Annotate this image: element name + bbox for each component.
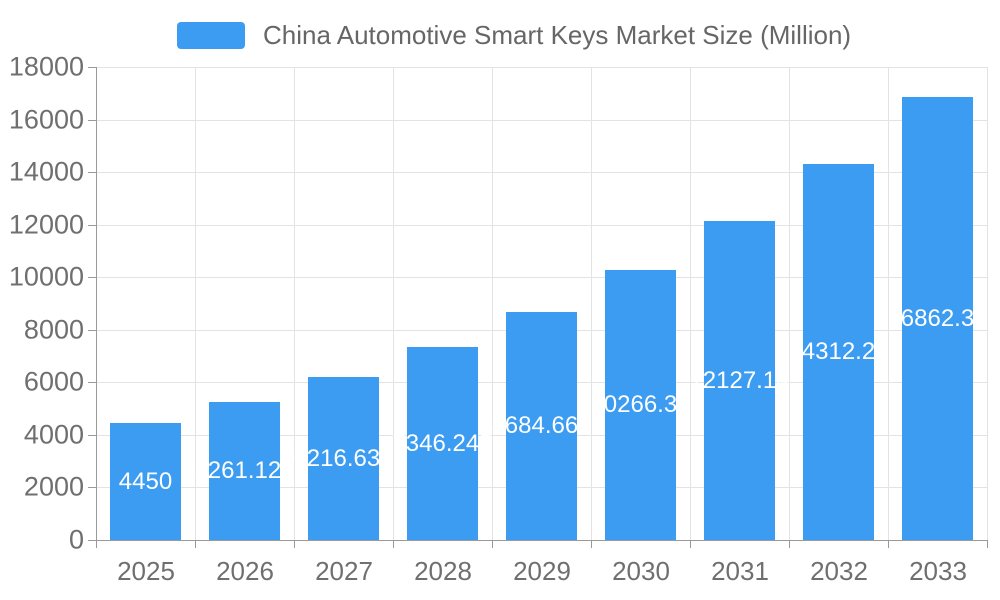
y-axis-label: 6000 <box>23 366 84 397</box>
y-axis-tick <box>88 225 96 226</box>
bar-2029[interactable]: 8684.665 <box>491 312 592 540</box>
y-axis-tick <box>88 120 96 121</box>
y-axis-tick <box>88 277 96 278</box>
legend-item[interactable]: China Automotive Smart Keys Market Size … <box>177 20 851 51</box>
bar-value-label: 5261.125 <box>194 457 295 484</box>
x-axis-label: 2031 <box>711 556 769 586</box>
y-axis-tick <box>88 540 96 541</box>
y-axis-tick <box>88 382 96 383</box>
x-gridline <box>690 67 691 540</box>
y-axis-label: 8000 <box>23 314 84 345</box>
x-axis-label: 2026 <box>216 556 274 586</box>
x-gridline <box>393 67 394 540</box>
x-gridline <box>888 67 889 540</box>
y-axis-label: 0 <box>68 524 84 555</box>
x-axis-label: 2029 <box>513 556 571 586</box>
y-axis-tick <box>88 330 96 331</box>
x-axis-label: 2033 <box>909 556 967 586</box>
bar-value-label: 12127.14 <box>689 366 790 394</box>
x-axis-tick <box>690 540 691 548</box>
bar-2027[interactable]: 6216.635 <box>293 377 394 540</box>
bar-value-label: 16862.35 <box>887 304 988 332</box>
x-gridline <box>294 67 295 540</box>
y-axis-label: 18000 <box>8 51 84 82</box>
y-axis-label: 14000 <box>8 156 84 187</box>
bar-2031[interactable]: 12127.14 <box>689 221 790 540</box>
y-axis-label: 2000 <box>23 471 84 502</box>
legend-label: China Automotive Smart Keys Market Size … <box>263 20 852 50</box>
y-gridline <box>96 120 987 121</box>
x-axis-label: 2027 <box>315 556 373 586</box>
y-axis-label: 4000 <box>23 419 84 450</box>
x-axis-tick <box>591 540 592 548</box>
bar-value-label: 10266.33 <box>590 391 691 418</box>
bar-value-label: 4450 <box>118 467 173 495</box>
x-axis-tick <box>195 540 196 548</box>
y-axis-label: 16000 <box>8 104 84 135</box>
x-axis-tick <box>492 540 493 548</box>
y-gridline <box>96 67 987 68</box>
y-axis-label: 10000 <box>8 261 84 292</box>
y-gridline <box>96 225 987 226</box>
bar-2033[interactable]: 16862.35 <box>887 97 988 540</box>
x-axis-label: 2025 <box>117 556 175 586</box>
x-gridline <box>987 67 988 540</box>
bar-2025[interactable]: 4450 <box>110 423 181 540</box>
y-gridline <box>96 172 987 173</box>
bar-value-label: 7346.245 <box>392 429 493 457</box>
x-axis-tick <box>987 540 988 548</box>
bar-2032[interactable]: 14312.27 <box>788 164 889 540</box>
y-axis-tick <box>88 487 96 488</box>
x-axis-tick <box>789 540 790 548</box>
y-axis-tick <box>88 172 96 173</box>
y-axis-line <box>96 67 97 548</box>
x-gridline <box>591 67 592 540</box>
y-axis-label: 12000 <box>8 209 84 240</box>
y-axis-tick <box>88 67 96 68</box>
bar-value-label: 14312.27 <box>788 338 889 365</box>
x-gridline <box>789 67 790 540</box>
x-axis-label: 2032 <box>810 556 868 586</box>
x-gridline <box>492 67 493 540</box>
bar-value-label: 6216.635 <box>293 444 394 472</box>
y-gridline <box>96 277 987 278</box>
bar-2028[interactable]: 7346.245 <box>392 347 493 540</box>
legend-swatch <box>177 22 245 49</box>
bar-2030[interactable]: 10266.33 <box>590 270 691 540</box>
bar-value-label: 8684.665 <box>491 412 592 439</box>
x-axis-tick <box>294 540 295 548</box>
x-axis-tick <box>393 540 394 548</box>
x-gridline <box>195 67 196 540</box>
x-axis-line <box>88 540 987 541</box>
bar-2026[interactable]: 5261.125 <box>194 402 295 540</box>
x-axis-tick <box>96 540 97 548</box>
x-axis-label: 2028 <box>414 556 472 586</box>
y-axis-tick <box>88 435 96 436</box>
x-axis-tick <box>888 540 889 548</box>
x-axis-label: 2030 <box>612 556 670 586</box>
